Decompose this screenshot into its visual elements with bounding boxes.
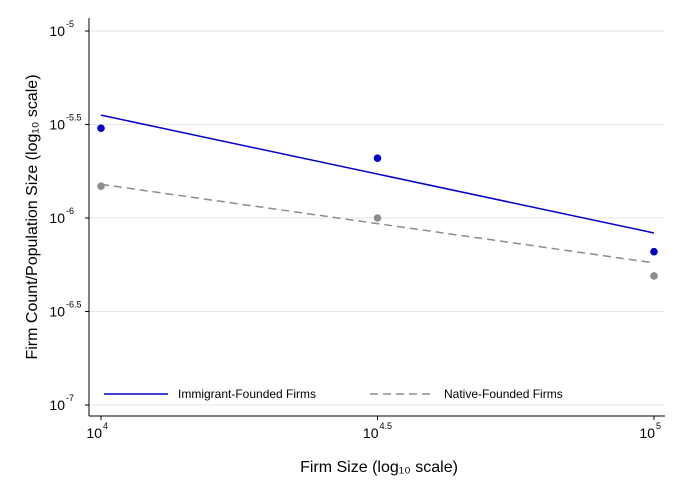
fit-line (100, 114, 655, 234)
data-point (373, 154, 382, 162)
data-point (97, 124, 105, 133)
legend-label: Native-Founded Firms (444, 387, 563, 401)
legend-label: Immigrant-Founded Firms (178, 387, 316, 401)
data-point (97, 182, 105, 191)
x-tick-exponent: 4 (103, 421, 108, 431)
fit-line (100, 183, 655, 264)
data-point (373, 214, 382, 222)
y-axis-label: Firm Count/Population Size (log₁₀ scale) (24, 74, 41, 359)
y-tick-label: 10 (49, 23, 65, 39)
series-layer (97, 114, 658, 280)
x-tick-label: 10 (639, 425, 655, 441)
y-tick-exponent: -6 (66, 206, 74, 216)
y-tick-label: 10 (49, 304, 65, 320)
data-point (650, 247, 658, 256)
x-tick-label: 10 (86, 425, 102, 441)
y-tick-exponent: -5 (66, 19, 74, 29)
data-point (650, 272, 658, 280)
x-tick-exponent: 4.5 (380, 421, 393, 431)
x-tick-label: 10 (363, 425, 379, 441)
y-tick-label: 10 (49, 210, 65, 226)
legend: Immigrant-Founded Firms Native-Founded Fi… (104, 387, 563, 401)
y-tick-exponent: -7 (66, 393, 74, 403)
y-axis-ticks: 10 -510 -5.510 -610 -6.510 -7 (49, 19, 89, 413)
y-tick-label: 10 (49, 397, 65, 413)
x-axis-ticks: 10 4 10 4.5 10 5 (86, 416, 661, 441)
x-axis-label: Firm Size (log₁₀ scale) (300, 459, 458, 476)
y-tick-exponent: -6.5 (66, 300, 82, 310)
x-tick-exponent: 5 (656, 421, 661, 431)
y-tick-exponent: -5.5 (66, 113, 82, 123)
y-tick-label: 10 (49, 117, 65, 133)
